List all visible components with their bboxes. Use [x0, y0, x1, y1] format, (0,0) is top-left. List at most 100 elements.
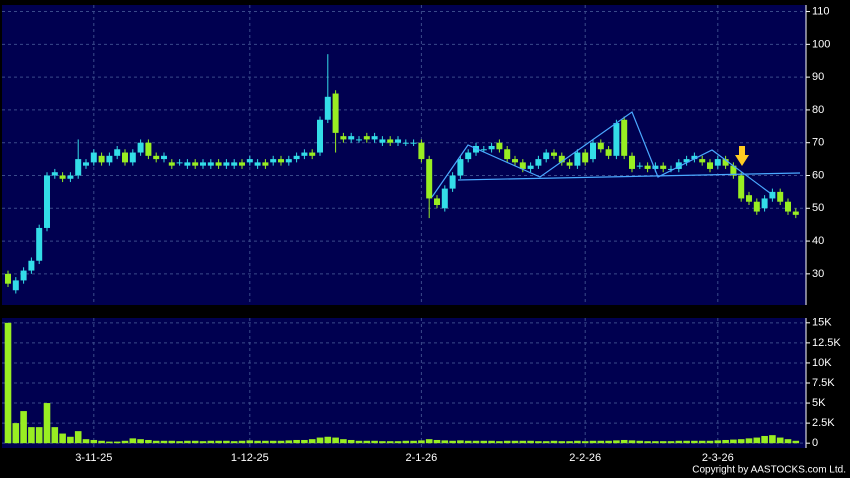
- candle-body: [207, 162, 214, 166]
- candle-body: [106, 155, 113, 163]
- volume-bar: [464, 440, 472, 444]
- candle-body: [761, 198, 768, 209]
- volume-bar: [542, 441, 550, 444]
- volume-bar: [35, 427, 43, 444]
- y-tick-label: 70: [812, 137, 824, 149]
- volume-bar: [332, 437, 339, 444]
- volume-bar: [254, 440, 261, 444]
- neckline: [457, 172, 801, 181]
- volume-bar: [347, 439, 355, 444]
- candle-body: [395, 139, 401, 143]
- volume-bar: [698, 440, 706, 444]
- candle-body: [153, 155, 160, 160]
- x-tick-label: 2-3-26: [702, 452, 734, 464]
- candle-body: [629, 155, 635, 169]
- candle-body: [67, 175, 74, 179]
- volume-bar: [722, 439, 729, 444]
- candle-body: [83, 162, 89, 166]
- candle-body: [301, 152, 308, 156]
- volume-bar: [379, 441, 386, 444]
- candle-body: [769, 191, 776, 199]
- y-tick-label: 30: [812, 268, 824, 280]
- candle-body: [543, 152, 550, 160]
- volume-bar: [496, 441, 503, 444]
- candle-body: [551, 152, 557, 156]
- volume-bar: [340, 439, 347, 444]
- volume-bar: [628, 440, 636, 444]
- volume-bar: [737, 439, 745, 444]
- candle-body: [340, 136, 347, 140]
- candle-body: [683, 159, 690, 163]
- volume-bar: [410, 440, 417, 444]
- candle-body: [691, 155, 698, 160]
- volume-bar: [74, 431, 82, 444]
- candle-body: [746, 195, 752, 202]
- candle-body: [20, 270, 27, 281]
- candle-body: [137, 142, 144, 153]
- volume-bar: [67, 436, 74, 444]
- volume-bar: [480, 440, 488, 444]
- candle-body: [231, 162, 238, 166]
- volume-bar: [152, 440, 160, 444]
- y-tick-label: 40: [812, 235, 824, 247]
- candle-body: [348, 136, 355, 140]
- candle-body: [699, 159, 706, 163]
- candle-body: [5, 273, 11, 284]
- candle-body: [792, 211, 799, 215]
- volume-bar: [394, 441, 402, 444]
- volume-bar: [269, 440, 277, 444]
- candle-body: [371, 136, 378, 140]
- volume-bar: [20, 411, 27, 444]
- volume-bar: [605, 440, 612, 444]
- candle-body: [566, 162, 573, 166]
- volume-bar: [316, 437, 324, 444]
- y-tick-label: 80: [812, 104, 824, 116]
- candle-body: [753, 201, 760, 212]
- candle-body: [621, 119, 628, 156]
- arrow-shaft: [739, 146, 745, 156]
- candle-body: [51, 172, 58, 176]
- volume-bar: [363, 440, 371, 444]
- volume-bar: [433, 439, 441, 444]
- arrow: [735, 146, 749, 166]
- candle-body: [597, 142, 604, 150]
- volume-bar: [199, 441, 207, 444]
- volume-bar: [675, 440, 683, 444]
- candle-body: [44, 175, 50, 228]
- candle-body: [504, 149, 511, 160]
- volume-bar: [449, 440, 456, 444]
- volume-bar: [121, 440, 129, 444]
- volume-bar: [527, 440, 534, 444]
- volume-bar: [184, 440, 191, 444]
- volume-bar: [59, 433, 66, 444]
- volume-bar: [129, 438, 137, 444]
- candle-body: [636, 165, 643, 167]
- volume-bar: [652, 441, 659, 444]
- volume-bar: [691, 440, 698, 444]
- volume-tick-label: 10K: [812, 357, 832, 369]
- y-tick-label: 60: [812, 169, 824, 181]
- volume-bar: [293, 439, 300, 444]
- candle-body: [418, 142, 425, 160]
- candle-body: [317, 119, 323, 153]
- volume-bar: [355, 440, 363, 444]
- volume-bar: [784, 439, 792, 444]
- candle-body: [527, 165, 534, 169]
- volume-bar: [792, 440, 800, 444]
- volume-bar: [207, 440, 215, 444]
- candle-body: [613, 123, 620, 156]
- candle-body: [512, 159, 518, 163]
- candle-body: [379, 139, 386, 143]
- candle-body: [730, 165, 737, 176]
- candle-body: [356, 139, 362, 141]
- volume-bar: [519, 440, 527, 444]
- volume-bar: [706, 440, 714, 444]
- volume-bar: [191, 440, 199, 444]
- volume-tick-label: 5K: [812, 397, 826, 409]
- candle-body: [652, 165, 659, 169]
- candle-body: [254, 162, 261, 166]
- volume-bar: [82, 439, 90, 444]
- volume-bar: [761, 435, 768, 444]
- volume-bar: [230, 441, 238, 444]
- candle-body: [668, 168, 674, 170]
